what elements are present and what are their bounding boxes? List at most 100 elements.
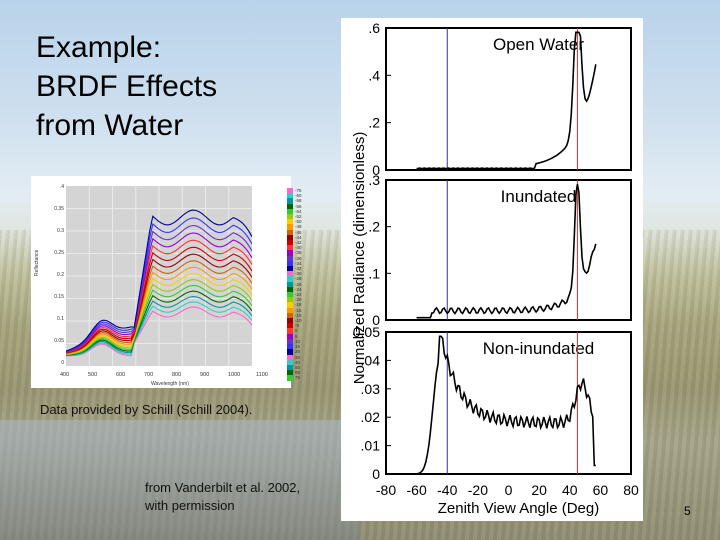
spectra-y-tick: 0	[61, 360, 64, 366]
brdf-y-tick: 0	[372, 312, 380, 328]
spectra-curve	[65, 279, 253, 355]
spectra-curve	[65, 224, 253, 353]
spectra-figure: Reflectance .4 0.35 0.3 0.25 0.2 0.15 0.1 0.05 0…	[31, 176, 302, 388]
brdf-panel-label: Open Water	[493, 35, 584, 54]
spectra-legend-entry: 20	[287, 349, 315, 355]
spectra-legend-entry: 60	[287, 370, 315, 376]
spectra-legend-entry: -18	[287, 302, 315, 308]
brdf-y-tick: .02	[361, 409, 381, 425]
brdf-panel-frame	[385, 179, 632, 321]
spectra-y-tick: 0.15	[54, 294, 64, 300]
spectra-legend-entry: -28	[287, 276, 315, 282]
spectra-legend-entry: -54	[287, 208, 315, 215]
spectra-curve	[65, 272, 253, 355]
brdf-y-tick: .3	[368, 172, 380, 188]
spectra-curve	[65, 266, 253, 355]
brdf-y-tick: .01	[361, 438, 381, 454]
spectra-y-tick: 0.2	[57, 272, 64, 278]
spectra-curve	[65, 232, 253, 353]
spectra-legend-entry: 0	[287, 328, 315, 334]
spectra-x-tick: 700	[144, 372, 154, 378]
spectra-x-tick: 600	[116, 372, 126, 378]
data-credit-caption: Data provided by Schill (Schill 2004).	[40, 402, 253, 417]
slide-title: Example: BRDF Effects from Water	[36, 31, 218, 142]
spectra-curve	[65, 290, 253, 356]
brdf-y-tick: .4	[368, 67, 380, 83]
spectra-y-tick: 0.1	[57, 316, 64, 322]
spectra-y-tick: 0.05	[54, 338, 64, 344]
spectra-curve	[65, 239, 253, 353]
spectra-legend-entry: 75	[287, 375, 315, 381]
spectra-legend-entry: -56	[287, 203, 315, 209]
spectra-curves	[65, 186, 253, 366]
spectra-legend-entry: -34	[287, 260, 315, 267]
spectra-legend-entry: -26	[287, 281, 315, 287]
spectra-legend-entry: 30	[287, 354, 315, 360]
brdf-figure: Normalized Radiance (dimensionless) .6 .4.…	[341, 18, 643, 521]
spectra-legend-entry: 5	[287, 333, 315, 339]
brdf-panel-frame	[385, 27, 632, 171]
brdf-panel-label: Inundated	[501, 187, 577, 206]
spectra-curve	[65, 284, 253, 356]
brdf-panel-label: Non-inundated	[483, 339, 595, 358]
spectra-curve	[65, 209, 253, 352]
brdf-x-tick: 20	[531, 482, 547, 498]
spectra-legend-entry: -5	[287, 323, 315, 329]
spectra-legend-entry: -46	[287, 229, 315, 235]
spectra-legend-entry: -58	[287, 198, 315, 204]
brdf-curve	[416, 184, 597, 319]
brdf-y-tick: 0.05	[353, 324, 380, 340]
spectra-legend-entry: -16	[287, 307, 315, 313]
spectra-legend-entry: -60	[287, 193, 315, 199]
brdf-y-tick: .1	[368, 265, 380, 281]
spectra-legend-entry: -20	[287, 297, 315, 303]
background-water	[0, 420, 360, 540]
brdf-y-tick: .2	[368, 219, 380, 235]
brdf-curve	[416, 31, 597, 170]
brdf-x-tick: -80	[376, 482, 396, 498]
brdf-y-tick: .03	[361, 381, 381, 397]
brdf-chart: Normalized Radiance (dimensionless) .6 .4.…	[351, 20, 639, 517]
spectra-legend-entry: -36	[287, 255, 315, 261]
brdf-curve	[416, 335, 596, 475]
spectra-legend-entry: -10	[287, 318, 315, 324]
spectra-legend-entry: -32	[287, 266, 315, 272]
spectra-curve	[65, 301, 253, 357]
spectra-legend-entry: -24	[287, 286, 315, 293]
spectra-y-tick: 0.35	[54, 206, 64, 212]
spectra-legend-entry: -44	[287, 234, 315, 241]
spectra-legend-entry: -38	[287, 250, 315, 256]
brdf-y-tick: .2	[368, 115, 380, 131]
spectra-legend-entry: -52	[287, 214, 315, 220]
spectra-curve	[65, 296, 253, 356]
spectra-y-tick: 0.3	[57, 228, 64, 234]
spectra-x-tick: 1000	[228, 372, 241, 378]
spectra-legend-entry: 50	[287, 364, 315, 371]
spectra-curve	[65, 306, 253, 357]
brdf-x-tick: 0	[505, 482, 513, 498]
spectra-x-tick: 500	[88, 372, 98, 378]
spectra-x-tick: 800	[172, 372, 182, 378]
brdf-x-tick: 40	[562, 482, 578, 498]
brdf-x-tick: -60	[407, 482, 427, 498]
page-number: 5	[684, 504, 691, 518]
source-note: from Vanderbilt et al. 2002, with permis…	[145, 480, 301, 513]
spectra-y-tick: .4	[59, 184, 64, 190]
spectra-legend-entry: 15	[287, 344, 315, 350]
brdf-y-tick: 0	[372, 466, 380, 482]
spectra-x-tick: 1100	[256, 372, 268, 378]
spectra-x-tick: 400	[60, 372, 70, 378]
spectra-legend-entry: -48	[287, 224, 315, 230]
spectra-legend-entry: -40	[287, 245, 315, 251]
spectra-curve	[65, 260, 253, 354]
spectra-legend: -75 -60 -58 -56 -54 -52 -50 -48 -46 -44 -42 -40 -38-…	[287, 188, 315, 381]
spectra-x-tick: 900	[200, 372, 210, 378]
spectra-y-axis-label: Reflectance	[34, 249, 40, 276]
spectra-x-axis-label: Wavelength (nm)	[151, 381, 189, 387]
brdf-x-tick: 80	[623, 482, 639, 498]
spectra-curve	[65, 246, 253, 354]
brdf-y-tick: 0	[372, 162, 380, 178]
spectra-legend-entry: -75	[287, 188, 315, 194]
brdf-y-tick: .04	[361, 352, 381, 368]
brdf-x-axis-label: Zenith View Angle (Deg)	[438, 500, 599, 517]
